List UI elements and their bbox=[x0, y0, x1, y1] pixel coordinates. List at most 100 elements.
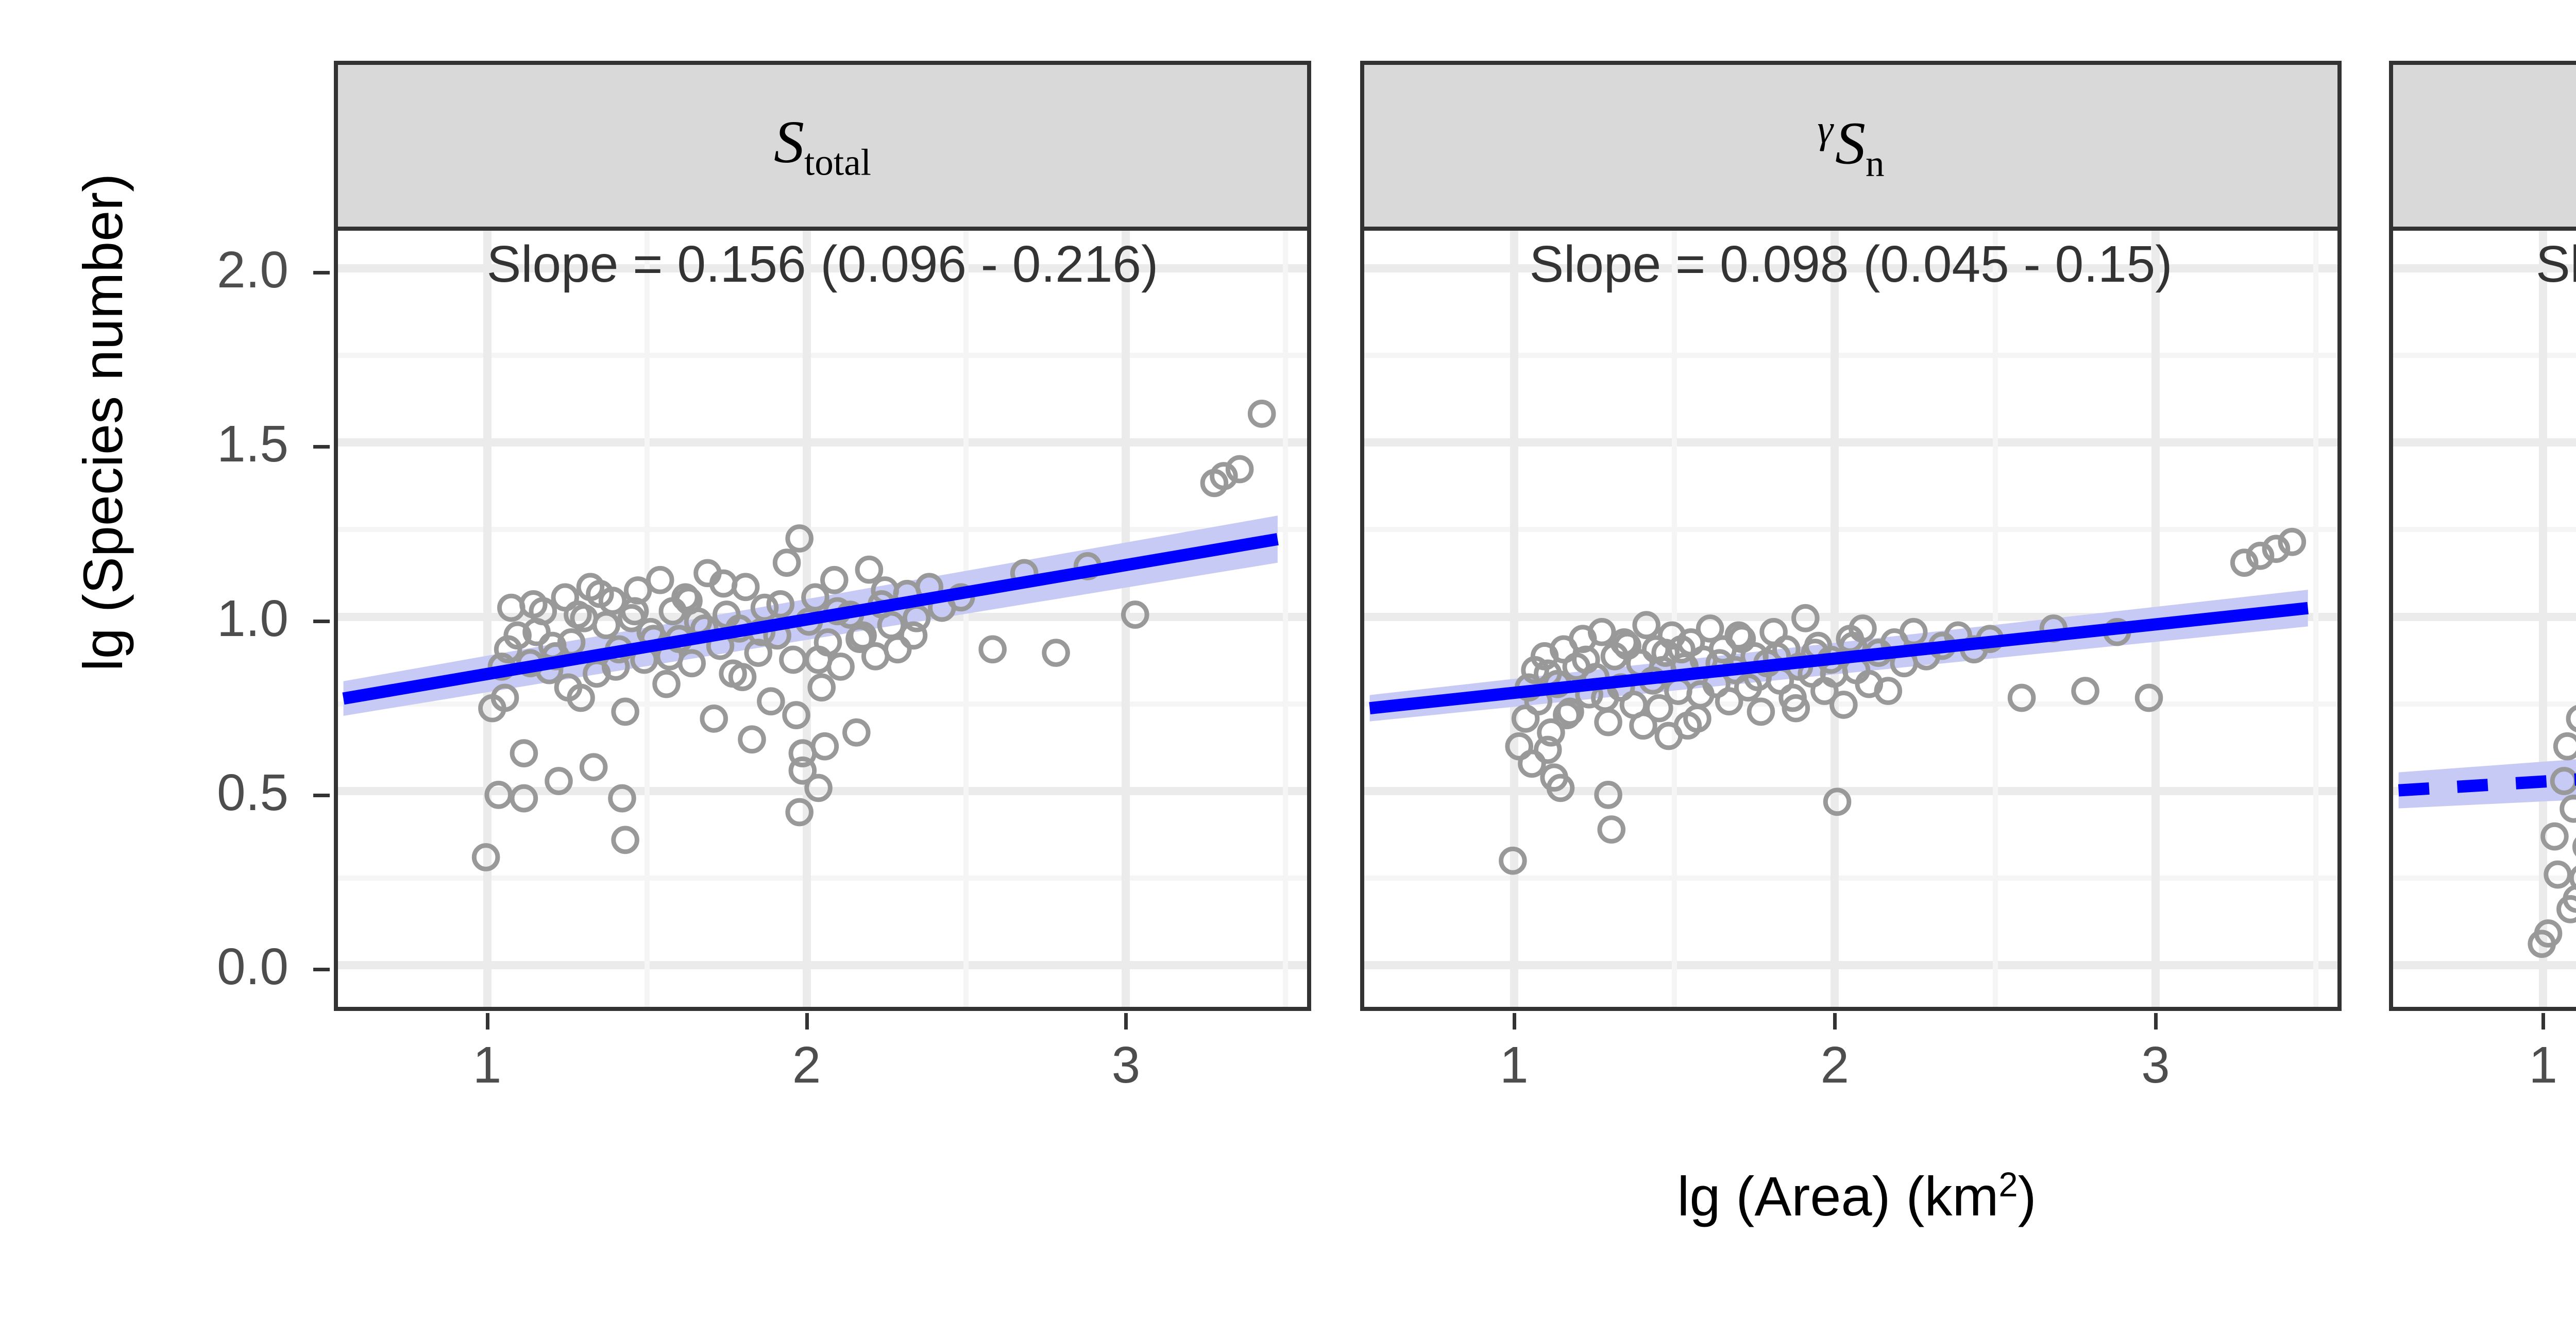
scatter-point bbox=[1829, 691, 1858, 719]
grid-line-minor-horizontal bbox=[2393, 875, 2576, 881]
grid-line-minor-horizontal bbox=[1364, 875, 2337, 881]
scatter-point bbox=[1791, 604, 1820, 632]
grid-line-minor-horizontal bbox=[2393, 353, 2576, 358]
scatter-point bbox=[1247, 399, 1276, 428]
scatter-point bbox=[1715, 687, 1743, 716]
scatter-point bbox=[1686, 680, 1715, 709]
scatter-point bbox=[2262, 535, 2291, 563]
scatter-point bbox=[1610, 628, 1638, 657]
x-axis-title: lg (Area) (km2) bbox=[334, 1164, 2576, 1228]
scatter-point bbox=[608, 784, 636, 813]
x-tick-label: 1 bbox=[472, 1036, 502, 1094]
scatter-point bbox=[1546, 774, 1575, 802]
x-tick-mark bbox=[485, 1013, 489, 1030]
scatter-point bbox=[1874, 677, 1903, 705]
grid-line-major-horizontal bbox=[338, 264, 1307, 273]
grid-line-minor-horizontal bbox=[1364, 701, 2337, 707]
plot-area: Slope = 0.156 (0.096 - 0.216) bbox=[334, 231, 1311, 1011]
scatter-point bbox=[1724, 621, 1753, 650]
grid-line-minor-vertical bbox=[963, 231, 969, 1007]
scatter-point bbox=[510, 739, 538, 768]
x-tick-mark bbox=[1833, 1013, 1837, 1030]
scatter-point bbox=[1556, 697, 1584, 726]
scatter-point bbox=[785, 798, 814, 827]
scatter-point bbox=[2544, 860, 2572, 889]
scatter-point bbox=[1553, 701, 1581, 729]
scatter-point bbox=[2563, 884, 2576, 913]
scatter-point bbox=[1632, 611, 1660, 640]
scatter-point bbox=[782, 701, 810, 729]
grid-line-minor-horizontal bbox=[1364, 353, 2337, 358]
scatter-point bbox=[545, 767, 573, 795]
scatter-point bbox=[1696, 614, 1724, 643]
grid-line-major-horizontal bbox=[1364, 786, 2337, 795]
grid-line-minor-horizontal bbox=[338, 353, 1307, 358]
x-tick-mark bbox=[805, 1013, 809, 1030]
regression-line bbox=[342, 533, 1279, 705]
scatter-point bbox=[2246, 541, 2275, 570]
scatter-point bbox=[1587, 617, 1616, 646]
scatter-point bbox=[1823, 787, 1852, 816]
scatter-point bbox=[1645, 694, 1673, 723]
scatter-point bbox=[1782, 694, 1810, 723]
y-tick-label: 2.0 bbox=[216, 241, 289, 299]
scatter-point bbox=[1518, 749, 1546, 778]
scatter-point bbox=[620, 597, 649, 626]
scatter-point bbox=[807, 673, 836, 702]
scatter-point bbox=[1499, 846, 1527, 875]
scatter-point bbox=[2560, 794, 2576, 823]
y-tick-label: 0.5 bbox=[216, 763, 289, 821]
slope-annotation: Slope = 0.156 (0.096 - 0.216) bbox=[486, 235, 1159, 293]
scatter-point bbox=[801, 583, 829, 612]
scatter-point bbox=[2566, 705, 2576, 732]
x-axis-title-exponent: 2 bbox=[1998, 1165, 2018, 1204]
grid-line-minor-horizontal bbox=[338, 875, 1307, 881]
scatter-point bbox=[842, 718, 871, 747]
grid-line-major-horizontal bbox=[2393, 960, 2576, 969]
scatter-point bbox=[1042, 639, 1070, 667]
x-tick-label: 1 bbox=[2529, 1036, 2557, 1094]
scatter-point bbox=[1534, 735, 1562, 764]
grid-line-major-horizontal bbox=[1364, 960, 2337, 969]
y-tick-mark bbox=[313, 445, 330, 449]
facet-panel-gamma_S_n: γSn Slope = 0.098 (0.045 - 0.15) bbox=[1360, 61, 2342, 1011]
scatter-point bbox=[1537, 718, 1565, 747]
data-layer bbox=[342, 399, 1279, 871]
scatter-point bbox=[700, 705, 728, 733]
scatter-point bbox=[519, 590, 548, 619]
scatter-point bbox=[2572, 837, 2576, 856]
scatter-point bbox=[1594, 781, 1622, 809]
scatter-point bbox=[855, 555, 884, 584]
x-tick-mark bbox=[1512, 1013, 1516, 1030]
scatter-point bbox=[471, 843, 500, 871]
x-tick-mark bbox=[2154, 1013, 2158, 1030]
symbol-S: S bbox=[1835, 109, 1866, 177]
scatter-point bbox=[779, 645, 807, 674]
y-tick-mark bbox=[313, 967, 330, 971]
scatter-point bbox=[1899, 617, 1928, 646]
plot-area: Slope = 0.098 (0.045 - 0.15) bbox=[1360, 231, 2342, 1011]
scatter-point bbox=[1673, 711, 1702, 740]
y-tick-mark bbox=[313, 619, 330, 623]
x-tick-mark bbox=[1124, 1013, 1128, 1030]
grid-line-minor-horizontal bbox=[338, 527, 1307, 533]
scatter-point bbox=[2278, 527, 2307, 556]
grid-line-major-horizontal bbox=[338, 960, 1307, 969]
scatter-point bbox=[490, 683, 519, 712]
grid-line-minor-vertical bbox=[1672, 231, 1677, 1007]
slope-annotation: Slope = 0.098 (0.045 - 0.15) bbox=[1529, 235, 2173, 293]
data-layer bbox=[2398, 705, 2576, 958]
scatter-point bbox=[611, 826, 639, 854]
scatter-point bbox=[484, 781, 513, 809]
scatter-point bbox=[772, 548, 801, 577]
scatter-point bbox=[1597, 815, 1626, 844]
scatter-point bbox=[978, 635, 1007, 664]
regression-line bbox=[1369, 602, 2309, 715]
scatter-point bbox=[579, 753, 608, 781]
plot-inner: Slope = 0.056 (-0.015 - 0.126) bbox=[2393, 231, 2576, 1007]
grid-line-major-vertical bbox=[1510, 231, 1518, 1007]
scatter-point bbox=[709, 569, 738, 598]
plot-area: Slope = 0.056 (-0.015 - 0.126) bbox=[2389, 231, 2576, 1011]
grid-line-minor-horizontal bbox=[2393, 701, 2576, 707]
